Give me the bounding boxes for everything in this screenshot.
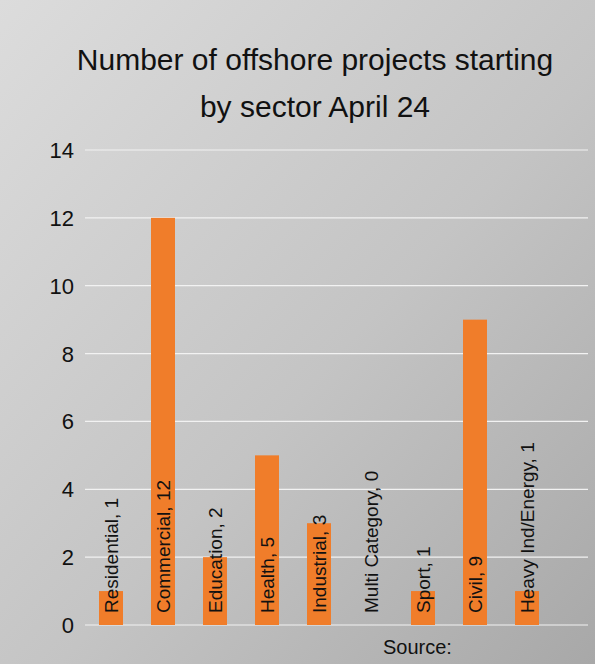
data-label: Residential, 1: [101, 498, 122, 613]
data-label: Multi Category, 0: [361, 471, 382, 613]
data-label: Industrial, 3: [309, 515, 330, 613]
bars: [99, 218, 539, 625]
data-label: Civil, 9: [465, 556, 486, 613]
chart: Number of offshore projects starting by s…: [0, 0, 595, 664]
title-line: by sector April 24: [200, 90, 430, 123]
bar: [463, 320, 487, 625]
y-tick-label: 2: [62, 545, 74, 570]
data-label: Commercial, 12: [153, 480, 174, 613]
data-label: Heavy Ind/Energy, 1: [517, 442, 538, 613]
bar: [359, 625, 383, 626]
data-label: Education, 2: [205, 507, 226, 613]
y-tick-label: 0: [62, 613, 74, 638]
y-tick-label: 4: [62, 477, 74, 502]
data-label: Sport, 1: [413, 546, 434, 613]
y-tick-label: 6: [62, 409, 74, 434]
source: Source:: [383, 636, 452, 658]
bar: [151, 218, 175, 625]
data-label: Health, 5: [257, 537, 278, 613]
background: [0, 0, 595, 664]
y-tick-label: 10: [50, 274, 74, 299]
y-tick-label: 8: [62, 342, 74, 367]
bar: [255, 455, 279, 625]
title: Number of offshore projects starting by s…: [77, 43, 553, 123]
y-tick-label: 14: [50, 138, 74, 163]
y-tick-label: 12: [50, 206, 74, 231]
title-line: Number of offshore projects starting: [77, 43, 553, 76]
grid-line: [85, 149, 588, 150]
